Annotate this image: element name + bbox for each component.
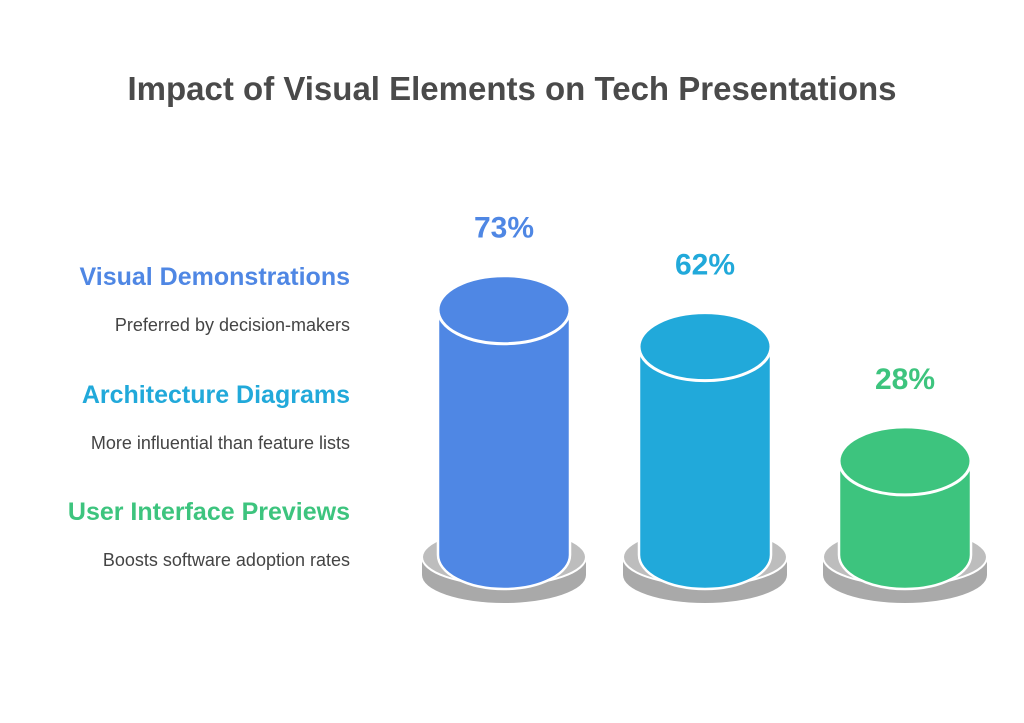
bar-user-interface-previews: 28%: [822, 363, 988, 603]
bar-architecture-diagrams: 62%: [622, 249, 788, 603]
legend-item-architecture-diagrams: Architecture Diagrams More influential t…: [20, 380, 350, 454]
value-label-architecture-diagrams: 62%: [675, 249, 735, 282]
bar-body: [637, 345, 773, 591]
bar-top: [837, 425, 973, 497]
bar-top: [436, 274, 572, 346]
legend-description: More influential than feature lists: [90, 433, 350, 453]
legend-name: User Interface Previews: [67, 498, 350, 526]
bar-body: [436, 308, 572, 591]
bar-top: [637, 311, 773, 383]
legend-description: Preferred by decision-makers: [114, 315, 350, 335]
bar-visual-demonstrations: 73%: [421, 212, 587, 603]
legend-description: Boosts software adoption rates: [102, 550, 350, 570]
bar-body: [837, 459, 973, 591]
legend-name: Architecture Diagrams: [81, 381, 350, 409]
legend-item-visual-demonstrations: Visual Demonstrations Preferred by decis…: [20, 262, 350, 336]
chart-title: Impact of Visual Elements on Tech Presen…: [127, 70, 897, 107]
legend-item-user-interface-previews: User Interface Previews Boosts software …: [20, 497, 350, 571]
value-label-user-interface-previews: 28%: [875, 363, 935, 396]
legend-name: Visual Demonstrations: [79, 263, 350, 291]
value-label-visual-demonstrations: 73%: [474, 212, 534, 245]
